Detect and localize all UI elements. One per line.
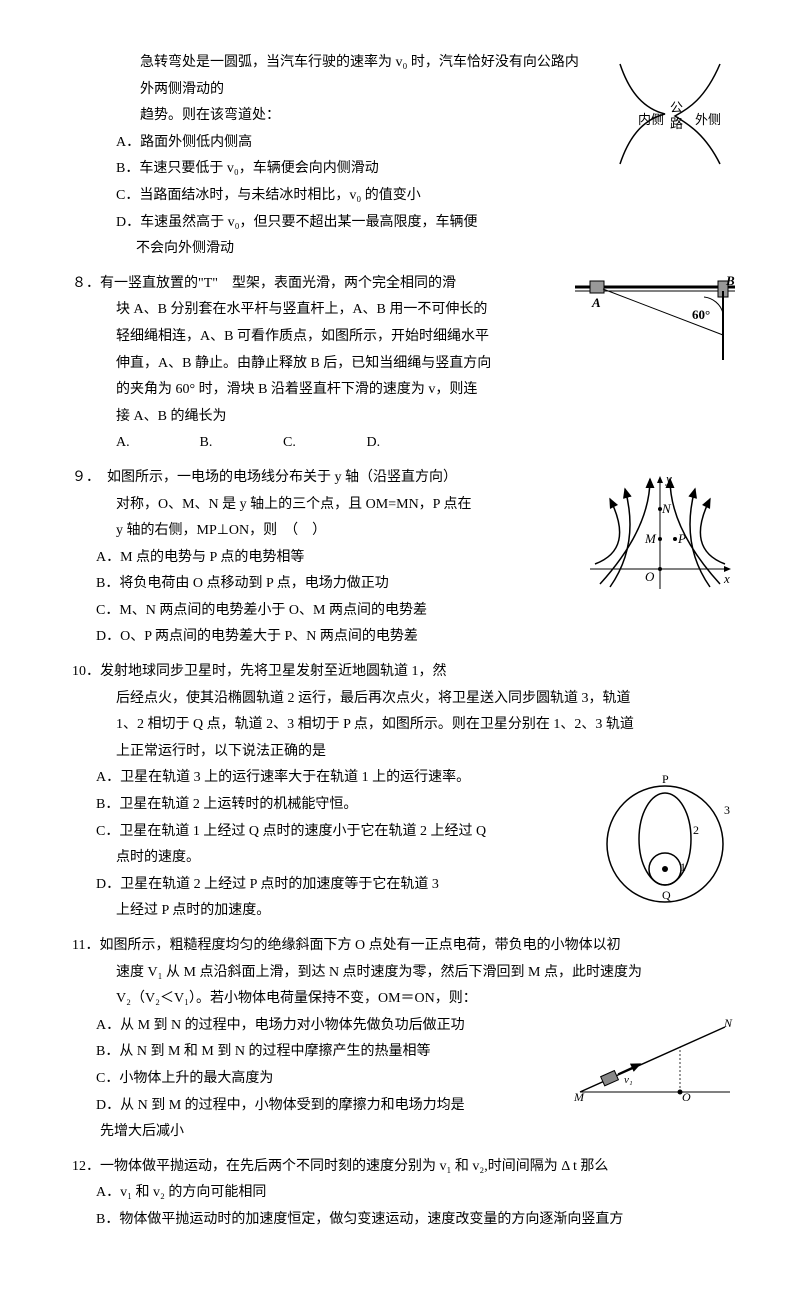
q11-line3: V₂（V₂＜V₁）。若小物体电荷量保持不变，OM＝ON，则： xyxy=(60,986,740,1013)
q8-opt-b: B. xyxy=(200,430,280,457)
q9-N: N xyxy=(661,501,672,516)
label-inner: 内侧 xyxy=(638,112,664,127)
q11-figure: M N O v₁ xyxy=(570,1017,740,1102)
q8-opt-c: C. xyxy=(283,430,363,457)
label-road2: 路 xyxy=(670,116,683,131)
q10-line4: 上正常运行时，以下说法正确的是 xyxy=(60,739,740,766)
q7-opt-c: C．当路面结冰时，与未结冰时相比，v₀ 的值变小 xyxy=(60,183,740,210)
q11-v: v₁ xyxy=(624,1074,633,1086)
q10-line1: 10．发射地球同步卫星时，先将卫星发射至近地圆轨道 1，然 xyxy=(60,659,740,686)
q8-figure: A B 60° xyxy=(570,275,740,365)
q10-figure: P Q 1 2 3 xyxy=(590,769,740,909)
q10-n1: 1 xyxy=(680,860,686,874)
q9-P: P xyxy=(677,531,686,546)
q11-O: O xyxy=(682,1090,691,1102)
label-road: 公 xyxy=(670,100,683,115)
q8-line5: 的夹角为 60° 时，滑块 B 沿着竖直杆下滑的速度为 v，则连 xyxy=(60,377,740,404)
q9-O: O xyxy=(645,569,655,584)
q10-n2: 2 xyxy=(693,823,699,837)
q8-label-a: A xyxy=(591,295,601,310)
q9-opt-c: C．M、N 两点间的电势差小于 O、M 两点间的电势差 xyxy=(60,598,740,625)
q10-line3: 1、2 相切于 Q 点，轨道 2、3 相切于 P 点，如图所示。则在卫星分别在 … xyxy=(60,712,740,739)
q11-M: M xyxy=(573,1090,585,1102)
q8-line6: 接 A、B 的绳长为 xyxy=(60,404,740,431)
q8-label-angle: 60° xyxy=(692,307,710,322)
q11-line1: 11．如图所示，粗糙程度均匀的绝缘斜面下方 O 点处有一正点电荷，带负电的小物体… xyxy=(60,933,740,960)
q8-label-b: B xyxy=(725,275,735,288)
q11-tail: 先增大后减小 xyxy=(60,1119,740,1146)
q12-opt-a: A．v₁ 和 v₂ 的方向可能相同 xyxy=(60,1180,740,1207)
q11-line2: 速度 V₁ 从 M 点沿斜面上滑，到达 N 点时速度为零，然后下滑回到 M 点，… xyxy=(60,960,740,987)
q9-M: M xyxy=(644,531,657,546)
q7-opt-d2: 不会向外侧滑动 xyxy=(60,236,740,263)
q7-figure: 内侧 公 路 外侧 xyxy=(590,54,740,174)
q8-opt-d: D. xyxy=(367,430,447,457)
q10-line2: 后经点火，使其沿椭圆轨道 2 运行，最后再次点火，将卫星送入同步圆轨道 3，轨道 xyxy=(60,686,740,713)
q11-N: N xyxy=(723,1017,733,1030)
q9-y: y xyxy=(664,471,672,486)
q9-opt-d: D．O、P 两点间的电势差大于 P、N 两点间的电势差 xyxy=(60,624,740,651)
q8-opt-a: A. xyxy=(116,430,196,457)
q7-opt-d1: D．车速虽然高于 v₀，但只要不超出某一最高限度，车辆便 xyxy=(60,210,740,237)
q9-figure: y x O M N P xyxy=(580,469,740,599)
q12-line1: 12．一物体做平抛运动，在先后两个不同时刻的速度分别为 v₁ 和 v₂,时间间隔… xyxy=(60,1154,740,1181)
q8-options: A. B. C. D. xyxy=(60,430,740,457)
q12-opt-b: B．物体做平抛运动时的加速度恒定，做匀变速运动，速度改变量的方向逐渐向竖直方 xyxy=(60,1207,740,1234)
q10-P: P xyxy=(662,772,669,786)
q10-Q: Q xyxy=(662,888,671,902)
q10-n3: 3 xyxy=(724,803,730,817)
q9-x: x xyxy=(723,571,730,586)
label-outer: 外侧 xyxy=(695,112,721,127)
